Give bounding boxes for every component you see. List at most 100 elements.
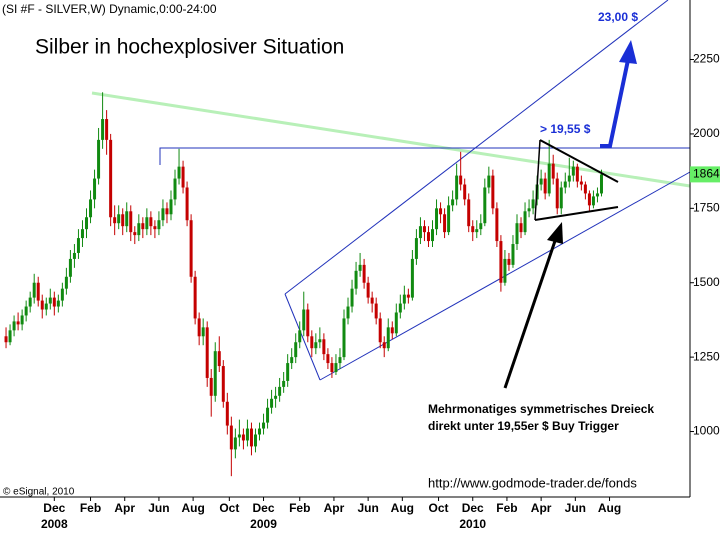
candle-body xyxy=(567,175,571,182)
year-label: 2010 xyxy=(459,517,486,531)
candle-body xyxy=(245,428,249,441)
candle-body xyxy=(519,223,523,233)
candle-body xyxy=(290,357,294,364)
candle-body xyxy=(121,214,125,227)
candle-body xyxy=(350,288,354,307)
candle-body xyxy=(342,318,346,358)
channel-upper xyxy=(284,0,669,295)
candle-body xyxy=(334,363,338,373)
candle-body xyxy=(406,294,410,298)
candle-body xyxy=(193,276,197,319)
candle-body xyxy=(374,303,378,319)
candle-body xyxy=(503,258,507,283)
candle-body xyxy=(591,196,595,206)
target-label: 23,00 $ xyxy=(598,10,638,24)
candle-body xyxy=(346,306,350,319)
x-tick-label: Dec xyxy=(462,501,484,515)
candle-body xyxy=(52,297,56,307)
candle-body xyxy=(197,318,201,337)
x-tick-label: Jun xyxy=(357,501,378,515)
note-line: Mehrmonatiges symmetrisches Dreieck xyxy=(428,402,654,416)
x-tick-label: Oct xyxy=(429,501,449,515)
candle-body xyxy=(270,398,274,408)
x-tick-label: Aug xyxy=(181,501,204,515)
candle-body xyxy=(28,297,32,307)
candle-body xyxy=(48,297,52,304)
candle-body xyxy=(310,336,314,349)
candle-body xyxy=(435,208,439,230)
candle-body xyxy=(326,354,330,364)
candle-body xyxy=(217,351,221,367)
resistance-line xyxy=(91,91,691,188)
candle-body xyxy=(418,226,422,239)
candle-body xyxy=(583,184,587,194)
candle-body xyxy=(32,282,36,298)
candle-body xyxy=(366,282,370,298)
candle-body xyxy=(378,318,382,343)
candle-body xyxy=(475,229,479,233)
candle-body xyxy=(579,181,583,185)
candle-body xyxy=(40,300,44,310)
candle-body xyxy=(551,163,555,179)
channel-left xyxy=(284,293,321,381)
candle-body xyxy=(12,321,16,331)
candle-body xyxy=(559,187,563,209)
chart-title: Silber in hochexplosiver Situation xyxy=(35,36,344,59)
candle-body xyxy=(531,199,535,209)
target-arrowhead xyxy=(619,40,637,64)
candle-body xyxy=(286,363,290,381)
candle-body xyxy=(511,244,515,265)
candle-body xyxy=(64,276,68,289)
x-tick-label: Dec xyxy=(43,501,65,515)
candle-body xyxy=(447,205,451,233)
last-price-box xyxy=(690,166,720,183)
candle-body xyxy=(394,312,398,334)
candle-body xyxy=(294,342,298,358)
candle-body xyxy=(547,163,551,194)
candle-body xyxy=(185,187,189,221)
candle-body xyxy=(282,380,286,387)
candle-body xyxy=(382,342,386,349)
candle-body xyxy=(233,437,237,450)
candle-body xyxy=(229,425,233,450)
trigger-line xyxy=(159,147,690,165)
candle-body xyxy=(129,211,133,233)
candle-body xyxy=(330,363,334,373)
candle-body xyxy=(495,208,499,242)
candle-body xyxy=(507,258,511,265)
candle-body xyxy=(221,366,225,402)
candle-body xyxy=(571,166,575,176)
candle-body xyxy=(278,386,282,396)
candle-body xyxy=(137,223,141,236)
triangle-upper xyxy=(539,139,619,183)
candle-body xyxy=(402,294,406,304)
candle-body xyxy=(314,342,318,349)
candle-body xyxy=(4,336,8,343)
x-tick-label: Apr xyxy=(114,501,135,515)
candle-body xyxy=(101,119,105,140)
candle-body xyxy=(599,174,603,194)
candle-body xyxy=(390,327,394,334)
candle-body xyxy=(431,229,435,242)
candle-body xyxy=(201,327,205,337)
last-price-label: 18640 xyxy=(693,167,720,181)
x-tick-label: Jun xyxy=(565,501,586,515)
x-tick-label: Aug xyxy=(391,501,414,515)
candle-body xyxy=(515,223,519,245)
candle-body xyxy=(539,178,543,185)
chart-header: (SI #F - SILVER,W) Dynamic,0:00-24:00 xyxy=(2,2,217,16)
candles xyxy=(4,92,603,477)
x-tick-label: Feb xyxy=(80,501,101,515)
candle-body xyxy=(266,407,270,423)
candle-body xyxy=(463,184,467,200)
y-tick-label: 17500 xyxy=(693,200,720,214)
candle-body xyxy=(60,288,64,301)
candle-body xyxy=(213,351,217,396)
candle-body xyxy=(44,303,48,310)
target-arrow xyxy=(600,59,630,148)
candle-body xyxy=(253,434,257,447)
candle-body xyxy=(169,199,173,215)
candle-body xyxy=(527,208,531,212)
candle-body xyxy=(205,327,209,378)
candle-body xyxy=(338,357,342,364)
